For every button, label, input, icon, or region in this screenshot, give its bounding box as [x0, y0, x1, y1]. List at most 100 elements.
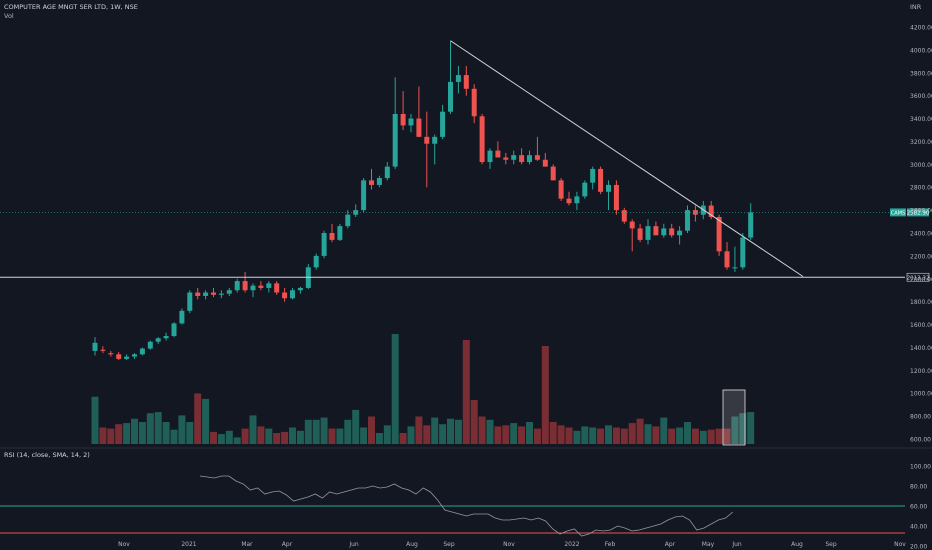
volume-bar — [415, 416, 423, 444]
candle-body — [495, 150, 501, 158]
time-tick-label: Feb — [605, 541, 616, 548]
candle-body — [598, 168, 604, 192]
time-tick-label: Jun — [731, 541, 742, 548]
volume-bar — [296, 430, 304, 444]
volume-bar — [707, 429, 715, 444]
candle-body — [629, 221, 635, 229]
rsi-tick-label: 40.00 — [910, 524, 927, 531]
volume-bar — [273, 433, 281, 444]
candle-body — [187, 292, 193, 311]
candle-body — [645, 226, 651, 240]
volume-bar — [470, 400, 478, 444]
candlesticks — [92, 40, 754, 361]
volume-bar — [399, 433, 407, 444]
volume-bar — [217, 434, 225, 444]
candle-body — [250, 285, 256, 291]
candle-body — [542, 159, 548, 167]
volume-label: Vol — [4, 12, 14, 20]
time-tick-label: Jun — [348, 541, 359, 548]
time-tick-label: Aug — [406, 541, 418, 548]
volume-bar — [202, 398, 210, 444]
volume-bar — [589, 427, 597, 444]
volume-bar — [383, 425, 391, 444]
candle-body — [147, 341, 153, 349]
candle-body — [211, 292, 216, 295]
candle-body — [155, 338, 161, 342]
volume-highlight-box — [722, 389, 746, 446]
candle-body — [582, 182, 588, 197]
candle-body — [716, 216, 722, 252]
candle-body — [748, 212, 754, 238]
price-tick-label: 4200.00 — [910, 25, 932, 32]
candle-body — [661, 228, 667, 236]
price-tick-label: 1200.00 — [910, 368, 932, 375]
volume-bar — [573, 430, 581, 444]
volume-bar — [715, 428, 723, 444]
volume-bar — [257, 426, 265, 444]
volume-bar — [454, 419, 462, 444]
candle-body — [369, 180, 374, 185]
volume-bar — [360, 427, 368, 444]
candle-body — [558, 180, 564, 199]
volume-bar — [549, 422, 557, 444]
volume-bar — [131, 418, 138, 444]
price-tick-label: 2200.00 — [910, 253, 932, 260]
candle-body — [471, 88, 477, 117]
volume-bar — [676, 427, 684, 444]
volume-bar — [684, 422, 691, 444]
candle-body — [329, 233, 335, 240]
candle-body — [692, 210, 698, 215]
candle-body — [92, 342, 98, 351]
time-tick-label: Nov — [503, 541, 515, 548]
volume-bar — [447, 418, 454, 444]
candle-body — [290, 290, 295, 299]
candle-body — [432, 136, 438, 144]
currency-label: INR — [910, 3, 922, 11]
price-tick-label: 2000.00 — [910, 276, 932, 283]
candle-body — [613, 184, 619, 211]
volume-bar — [494, 426, 502, 444]
candle-body — [606, 184, 611, 192]
chart-legend: COMPUTER AGE MNGT SER LTD, 1W, NSE Vol — [4, 3, 138, 21]
price-tick-label: 1400.00 — [910, 345, 932, 352]
volume-bar — [115, 424, 123, 444]
candle-body — [108, 353, 114, 355]
overlays: CAMS 2582.90 2013.32 — [0, 40, 930, 282]
volume-bar — [691, 428, 699, 444]
candle-body — [226, 290, 232, 294]
volume-bar — [99, 427, 107, 444]
volume-bar — [581, 426, 589, 444]
candle-body — [463, 75, 469, 89]
price-tick-label: 3800.00 — [910, 70, 932, 77]
candle-body — [440, 111, 446, 137]
candle-body — [124, 356, 130, 359]
candle-body — [503, 157, 509, 160]
rsi-tick-label: 80.00 — [910, 484, 927, 491]
last-price-value: 2582.90 — [907, 210, 930, 216]
volume-bar — [486, 419, 494, 444]
rsi-tick-label: 60.00 — [910, 504, 927, 511]
last-price-tag-bg — [890, 208, 906, 217]
volume-bar — [407, 426, 415, 444]
volume-bar — [154, 412, 162, 444]
candle-body — [163, 336, 169, 339]
price-tick-label: 2800.00 — [910, 185, 932, 192]
price-tick-label: 1800.00 — [910, 299, 932, 306]
volume-bar — [391, 334, 399, 444]
last-price-tag: CAMS — [891, 210, 905, 216]
price-tick-label: 600.00 — [910, 437, 931, 444]
volume-bar — [731, 416, 739, 444]
candle-body — [637, 228, 643, 240]
volume-bar — [138, 422, 146, 444]
volume-bar — [225, 430, 233, 444]
volume-bar — [660, 417, 668, 444]
rsi-tick-label: 20.00 — [910, 544, 927, 550]
time-tick-label: Aug — [791, 541, 803, 548]
candle-body — [361, 180, 367, 211]
volume-bar — [541, 346, 549, 444]
candle-body — [132, 354, 137, 357]
volume-bar — [597, 428, 605, 444]
volume-bar — [652, 426, 660, 444]
candle-body — [408, 118, 414, 126]
